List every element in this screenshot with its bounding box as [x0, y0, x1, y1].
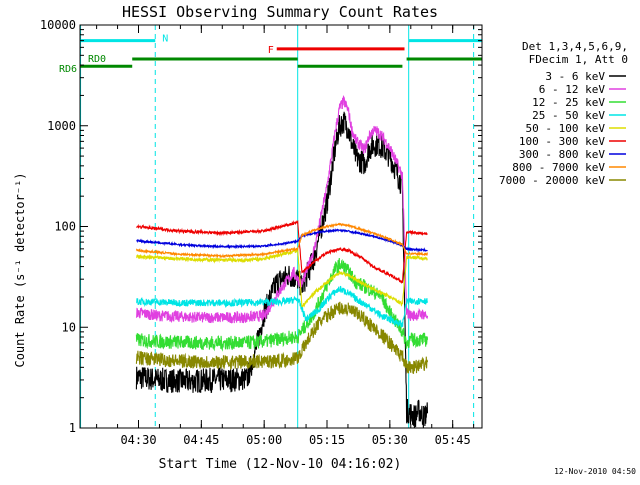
x-tick-label-4: 05:30: [372, 433, 408, 447]
state-label-1: F: [268, 45, 274, 56]
series-line-3: [136, 285, 429, 328]
y-axis-label: Count Rate (s⁻¹ detector⁻¹): [13, 172, 27, 367]
y-tick-label-4: 10000: [40, 18, 76, 32]
state-label-2: RD0: [88, 54, 106, 65]
legend-label-4: 50 - 100 keV: [526, 122, 606, 135]
legend-label-2: 12 - 25 keV: [532, 96, 605, 109]
legend-label-6: 300 - 800 keV: [519, 148, 605, 161]
y-tick-label-1: 10: [62, 320, 76, 334]
series-line-8: [135, 301, 429, 374]
footer-date: 12-Nov-2010 04:50: [554, 467, 636, 476]
series-line-1: [135, 95, 429, 324]
legend-label-5: 100 - 300 keV: [519, 135, 605, 148]
legend-label-1: 6 - 12 keV: [539, 83, 606, 96]
legend-label-7: 800 - 7000 keV: [512, 161, 605, 174]
series-line-0: [135, 111, 429, 428]
series-line-5: [135, 219, 428, 284]
x-tick-label-0: 04:30: [120, 433, 156, 447]
legend-label-8: 7000 - 20000 keV: [499, 174, 605, 187]
y-tick-label-3: 1000: [47, 119, 76, 133]
x-tick-label-2: 05:00: [246, 433, 282, 447]
x-tick-label-3: 05:15: [309, 433, 345, 447]
x-tick-label-1: 04:45: [183, 433, 219, 447]
series-line-4: [136, 247, 428, 308]
series-line-7: [135, 222, 429, 259]
y-tick-label-2: 100: [54, 220, 76, 234]
series-line-2: [135, 257, 429, 352]
legend-header-line-1: Det 1,3,4,5,6,9,: [522, 40, 628, 53]
legend-label-3: 25 - 50 keV: [532, 109, 605, 122]
y-tick-label-0: 1: [69, 421, 76, 435]
state-label-3: RD6: [59, 64, 77, 75]
legend-header-line-2: FDecim 1, Att 0: [529, 53, 628, 66]
x-axis-label: Start Time (12-Nov-10 04:16:02): [159, 457, 402, 472]
legend-label-0: 3 - 6 keV: [545, 70, 605, 83]
chart-title: HESSI Observing Summary Count Rates: [122, 3, 438, 21]
x-tick-label-5: 05:45: [435, 433, 471, 447]
state-label-0: N: [162, 34, 168, 45]
series-line-6: [136, 227, 428, 253]
